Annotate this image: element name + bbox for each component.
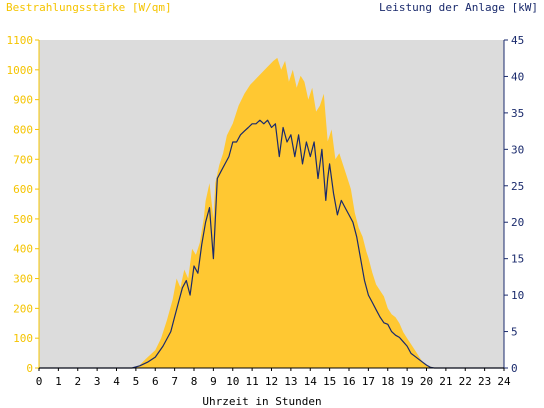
- left-tick-label: 0: [26, 362, 33, 375]
- x-tick-label: 24: [497, 375, 511, 388]
- right-tick-label: 40: [511, 70, 524, 83]
- series-layer: [39, 57, 504, 369]
- x-tick-label: 0: [36, 375, 43, 388]
- right-tick-label: 5: [511, 326, 518, 339]
- left-tick-label: 100: [13, 332, 33, 345]
- axes-layer: [35, 39, 508, 371]
- left-tick-label: 500: [13, 213, 33, 226]
- right-tick-label: 35: [511, 107, 524, 120]
- x-tick-label: 2: [74, 375, 81, 388]
- left-tick-label: 900: [13, 94, 33, 107]
- left-tick-label: 1000: [7, 64, 34, 77]
- x-tick-label: 9: [210, 375, 217, 388]
- left-tick-label: 600: [13, 183, 33, 196]
- left-tick-label: 700: [13, 153, 33, 166]
- tick-labels: 0100200300400500600700800900100011000510…: [7, 34, 525, 388]
- x-tick-label: 14: [304, 375, 318, 388]
- x-tick-label: 18: [381, 375, 394, 388]
- left-tick-label: 1100: [7, 34, 34, 47]
- x-tick-label: 3: [94, 375, 101, 388]
- right-tick-label: 25: [511, 180, 524, 193]
- x-tick-label: 23: [478, 375, 491, 388]
- irradiance-area: [39, 57, 504, 369]
- x-axis-title: Uhrzeit in Stunden: [202, 395, 321, 408]
- left-axis-title: Bestrahlungsstärke [W/qm]: [6, 1, 172, 14]
- left-tick-label: 300: [13, 273, 33, 286]
- x-tick-label: 15: [323, 375, 336, 388]
- power-line: [39, 119, 504, 369]
- right-tick-label: 30: [511, 143, 524, 156]
- x-tick-label: 10: [226, 375, 239, 388]
- x-tick-label: 11: [246, 375, 259, 388]
- x-tick-label: 20: [420, 375, 433, 388]
- left-tick-label: 400: [13, 243, 33, 256]
- right-tick-label: 0: [511, 362, 518, 375]
- x-tick-label: 12: [265, 375, 278, 388]
- x-tick-label: 21: [439, 375, 452, 388]
- left-tick-label: 200: [13, 302, 33, 315]
- left-tick-label: 800: [13, 123, 33, 136]
- x-tick-label: 7: [171, 375, 178, 388]
- x-tick-label: 5: [133, 375, 140, 388]
- right-tick-label: 15: [511, 253, 524, 266]
- x-tick-label: 19: [401, 375, 414, 388]
- x-tick-label: 1: [55, 375, 62, 388]
- right-tick-label: 10: [511, 289, 524, 302]
- right-tick-label: 20: [511, 216, 524, 229]
- x-tick-label: 6: [152, 375, 159, 388]
- x-tick-label: 22: [459, 375, 472, 388]
- x-tick-label: 4: [113, 375, 120, 388]
- x-tick-label: 16: [342, 375, 355, 388]
- x-tick-label: 13: [284, 375, 297, 388]
- x-tick-label: 17: [362, 375, 375, 388]
- right-axis-title: Leistung der Anlage [kW]: [379, 1, 538, 14]
- x-tick-label: 8: [191, 375, 198, 388]
- right-tick-label: 45: [511, 34, 524, 47]
